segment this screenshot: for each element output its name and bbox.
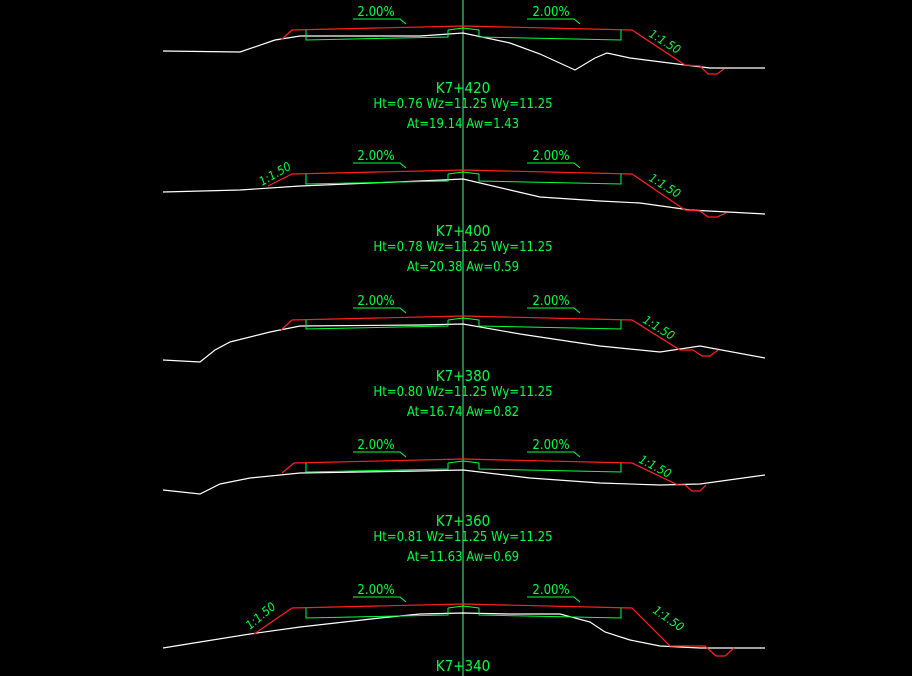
grade-left: 2.00% bbox=[357, 583, 394, 598]
section-info-2: At=16.74 Aw=0.82 bbox=[407, 405, 519, 420]
design-profile bbox=[267, 169, 727, 218]
section-k7-400: 2.00% 2.00% 1:1.50 1:1.50 K7+400 Ht=0.78… bbox=[162, 149, 766, 275]
design-profile bbox=[281, 458, 707, 492]
section-k7-360: 2.00% 2.00% 1:1.50 K7+360 Ht=0.81 Wz=11.… bbox=[162, 438, 766, 565]
pavement-structure bbox=[305, 605, 622, 619]
grade-arrow-left bbox=[353, 162, 407, 169]
design-profile bbox=[253, 603, 735, 657]
design-profile bbox=[280, 25, 725, 75]
grade-right: 2.00% bbox=[532, 583, 569, 598]
pavement-structure bbox=[305, 317, 622, 330]
grade-arrow-left bbox=[353, 18, 407, 25]
section-k7-340: 2.00% 2.00% 1:1.50 1:1.50 K7+340 bbox=[162, 583, 765, 675]
section-info-1: Ht=0.76 Wz=11.25 Wy=11.25 bbox=[373, 97, 552, 112]
grade-arrow-left bbox=[353, 596, 407, 603]
section-info-2: At=20.38 Aw=0.59 bbox=[407, 260, 519, 275]
station-label: K7+360 bbox=[436, 512, 491, 530]
slope-right: 1:1.50 bbox=[637, 452, 674, 481]
grade-left: 2.00% bbox=[357, 438, 394, 453]
pavement-structure bbox=[305, 460, 622, 473]
station-label: K7+400 bbox=[436, 222, 491, 240]
grade-arrow-right bbox=[527, 596, 581, 603]
section-info-2: At=11.63 Aw=0.69 bbox=[407, 550, 519, 565]
ground-profile bbox=[162, 612, 765, 649]
pavement-structure bbox=[305, 171, 622, 185]
slope-left: 1:1.50 bbox=[257, 159, 294, 188]
section-info-1: Ht=0.81 Wz=11.25 Wy=11.25 bbox=[373, 530, 552, 545]
section-k7-420: 2.00% 2.00% 1:1.50 K7+420 Ht=0.76 Wz=11.… bbox=[162, 5, 765, 132]
station-label: K7+420 bbox=[436, 79, 491, 97]
grade-right: 2.00% bbox=[532, 5, 569, 20]
grade-right: 2.00% bbox=[532, 438, 569, 453]
section-k7-380: 2.00% 2.00% 1:1.50 K7+380 Ht=0.80 Wz=11.… bbox=[162, 294, 766, 420]
grade-right: 2.00% bbox=[532, 294, 569, 309]
grade-arrow-right bbox=[527, 162, 581, 169]
grade-left: 2.00% bbox=[357, 5, 394, 20]
slope-right: 1:1.50 bbox=[650, 603, 686, 634]
grade-arrow-right bbox=[527, 18, 581, 25]
slope-right: 1:1.50 bbox=[640, 313, 677, 343]
section-info-2: At=19.14 Aw=1.43 bbox=[407, 117, 519, 132]
section-info-1: Ht=0.80 Wz=11.25 Wy=11.25 bbox=[373, 385, 552, 400]
ground-profile bbox=[162, 469, 766, 495]
station-label: K7+380 bbox=[436, 367, 491, 385]
grade-arrow-right bbox=[527, 307, 581, 314]
pavement-structure bbox=[305, 27, 622, 41]
ground-profile bbox=[162, 178, 766, 215]
grade-arrow-left bbox=[353, 451, 407, 458]
grade-left: 2.00% bbox=[357, 149, 394, 164]
design-profile bbox=[280, 315, 719, 357]
grade-arrow-left bbox=[353, 307, 407, 314]
section-info-1: Ht=0.78 Wz=11.25 Wy=11.25 bbox=[373, 240, 552, 255]
grade-right: 2.00% bbox=[532, 149, 569, 164]
ground-profile bbox=[162, 323, 766, 363]
slope-left: 1:1.50 bbox=[243, 599, 279, 632]
grade-left: 2.00% bbox=[357, 294, 394, 309]
station-label: K7+340 bbox=[436, 657, 491, 675]
grade-arrow-right bbox=[527, 451, 581, 458]
